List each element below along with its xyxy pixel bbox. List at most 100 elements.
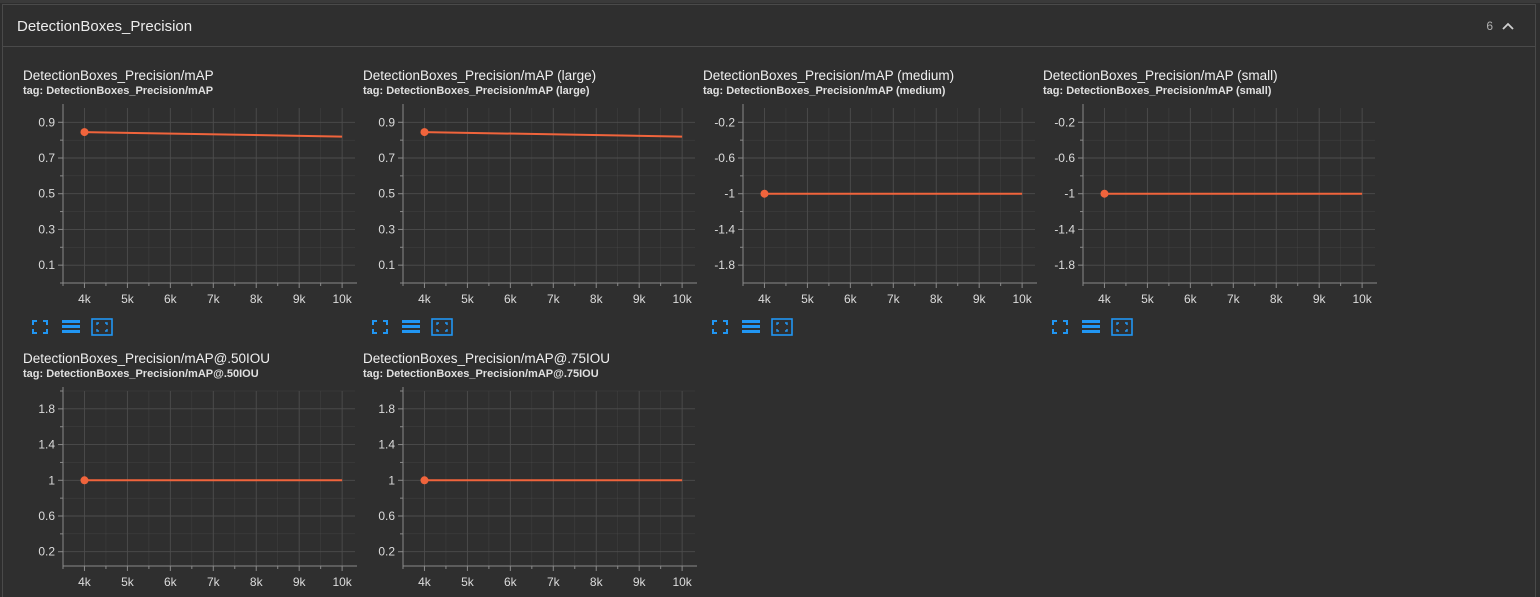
x-tick-label: 10k — [1352, 292, 1372, 306]
x-tick-label: 9k — [633, 292, 647, 306]
x-tick-label: 4k — [418, 575, 432, 589]
data-point[interactable] — [80, 476, 89, 485]
chart-title: DetectionBoxes_Precision/mAP@.50IOU — [23, 351, 271, 366]
series-line[interactable] — [84, 131, 343, 138]
fit-domain-icon[interactable] — [1111, 318, 1135, 338]
line-chart[interactable]: 0.1 0.3 0.5 0.7 0.9 4k 5k 6k 7k 8k 9k 10k — [363, 100, 703, 322]
y-tick-label: 0.6 — [378, 509, 395, 523]
x-tick-label: 9k — [293, 575, 307, 589]
line-chart[interactable]: -1.8 -1.4 -1 -0.6 -0.2 4k 5k 6k 7k 8k 9k 10k — [703, 100, 1043, 322]
series-line[interactable] — [424, 131, 683, 138]
data-point[interactable] — [760, 189, 769, 198]
y-tick-label: 0.9 — [38, 115, 55, 129]
chart-tag: tag: DetectionBoxes_Precision/mAP (small… — [1043, 85, 1272, 97]
y-tick-label: 0.3 — [38, 222, 55, 236]
section-title: DetectionBoxes_Precision — [17, 18, 193, 35]
chevron-up-icon[interactable] — [1501, 19, 1515, 33]
line-chart[interactable]: -1.8 -1.4 -1 -0.6 -0.2 4k 5k 6k 7k 8k 9k 10k — [1043, 100, 1383, 322]
x-tick-label: 4k — [78, 575, 92, 589]
x-tick-label: 7k — [1227, 292, 1241, 306]
x-tick-label: 4k — [418, 292, 432, 306]
x-tick-label: 4k — [78, 292, 92, 306]
x-tick-label: 7k — [547, 575, 561, 589]
x-tick-label: 5k — [461, 575, 475, 589]
scalar-chart-card: DetectionBoxes_Precision/mAP@.50IOU tag: … — [23, 351, 363, 597]
y-tick-label: 0.3 — [378, 222, 395, 236]
x-tick-label: 9k — [973, 292, 987, 306]
y-tick-label: 0.9 — [378, 115, 395, 129]
x-tick-label: 7k — [887, 292, 901, 306]
fit-domain-icon[interactable] — [771, 318, 795, 338]
scalar-chart-card: DetectionBoxes_Precision/mAP tag: Detecti… — [23, 68, 363, 338]
scalar-chart-card: DetectionBoxes_Precision/mAP@.75IOU tag: … — [363, 351, 703, 597]
line-chart[interactable]: 0.2 0.6 1 1.4 1.8 4k 5k 6k 7k 8k 9k 10k — [363, 383, 703, 597]
section-header[interactable]: DetectionBoxes_Precision 6 — [3, 5, 1535, 47]
chart-tag: tag: DetectionBoxes_Precision/mAP (mediu… — [703, 85, 946, 97]
fullscreen-icon[interactable] — [711, 318, 735, 338]
y-tick-label: -1.8 — [1054, 258, 1075, 272]
fit-domain-icon[interactable] — [431, 318, 455, 338]
line-chart[interactable]: 0.2 0.6 1 1.4 1.8 4k 5k 6k 7k 8k 9k 10k — [23, 383, 363, 597]
x-tick-label: 5k — [121, 575, 135, 589]
x-tick-label: 10k — [672, 292, 692, 306]
data-point[interactable] — [420, 128, 429, 137]
list-icon[interactable] — [61, 318, 85, 338]
fullscreen-icon[interactable] — [1051, 318, 1075, 338]
chart-tag: tag: DetectionBoxes_Precision/mAP@.75IOU — [363, 368, 599, 380]
x-tick-label: 7k — [547, 292, 561, 306]
y-tick-label: 1.4 — [378, 438, 395, 452]
x-tick-label: 6k — [844, 292, 858, 306]
x-tick-label: 6k — [504, 575, 518, 589]
x-tick-label: 8k — [250, 575, 264, 589]
chart-title: DetectionBoxes_Precision/mAP (small) — [1043, 68, 1278, 83]
list-icon[interactable] — [401, 318, 425, 338]
list-icon[interactable] — [1081, 318, 1105, 338]
section-count: 6 — [1486, 19, 1493, 33]
chart-title: DetectionBoxes_Precision/mAP — [23, 68, 214, 83]
y-tick-label: 0.1 — [38, 258, 55, 272]
y-tick-label: 1 — [388, 473, 395, 487]
data-point[interactable] — [80, 128, 89, 137]
data-point[interactable] — [1100, 189, 1109, 198]
y-tick-label: 0.7 — [378, 151, 395, 165]
x-tick-label: 8k — [1270, 292, 1284, 306]
x-tick-label: 5k — [1141, 292, 1155, 306]
line-chart[interactable]: 0.1 0.3 0.5 0.7 0.9 4k 5k 6k 7k 8k 9k 10k — [23, 100, 363, 322]
x-tick-label: 9k — [1313, 292, 1327, 306]
y-tick-label: 0.2 — [38, 545, 55, 559]
chart-tag: tag: DetectionBoxes_Precision/mAP@.50IOU — [23, 368, 259, 380]
chart-title: DetectionBoxes_Precision/mAP@.75IOU — [363, 351, 611, 366]
y-tick-label: -0.2 — [714, 115, 735, 129]
fit-domain-icon[interactable] — [91, 318, 115, 338]
x-tick-label: 10k — [672, 575, 692, 589]
y-tick-label: 1.8 — [378, 402, 395, 416]
y-tick-label: -0.6 — [714, 151, 735, 165]
x-tick-label: 10k — [332, 575, 352, 589]
x-tick-label: 6k — [1184, 292, 1198, 306]
y-tick-label: 1 — [48, 473, 55, 487]
y-tick-label: -1.8 — [714, 258, 735, 272]
y-tick-label: -0.2 — [1054, 115, 1075, 129]
x-tick-label: 7k — [207, 575, 221, 589]
y-tick-label: -1.4 — [714, 222, 735, 236]
scalar-chart-card: DetectionBoxes_Precision/mAP (large) tag:… — [363, 68, 703, 338]
x-tick-label: 6k — [164, 575, 178, 589]
x-tick-label: 8k — [590, 575, 604, 589]
fullscreen-icon[interactable] — [371, 318, 395, 338]
list-icon[interactable] — [741, 318, 765, 338]
x-tick-label: 9k — [633, 575, 647, 589]
x-tick-label: 5k — [461, 292, 475, 306]
y-tick-label: 0.7 — [38, 151, 55, 165]
chart-tag: tag: DetectionBoxes_Precision/mAP (large… — [363, 85, 590, 97]
data-point[interactable] — [420, 476, 429, 485]
y-tick-label: 0.5 — [378, 187, 395, 201]
x-tick-label: 5k — [121, 292, 135, 306]
y-tick-label: -1 — [1064, 187, 1075, 201]
chart-tag: tag: DetectionBoxes_Precision/mAP — [23, 85, 214, 97]
y-tick-label: 1.4 — [38, 438, 55, 452]
fullscreen-icon[interactable] — [31, 318, 55, 338]
x-tick-label: 9k — [293, 292, 307, 306]
x-tick-label: 4k — [1098, 292, 1112, 306]
x-tick-label: 8k — [250, 292, 264, 306]
